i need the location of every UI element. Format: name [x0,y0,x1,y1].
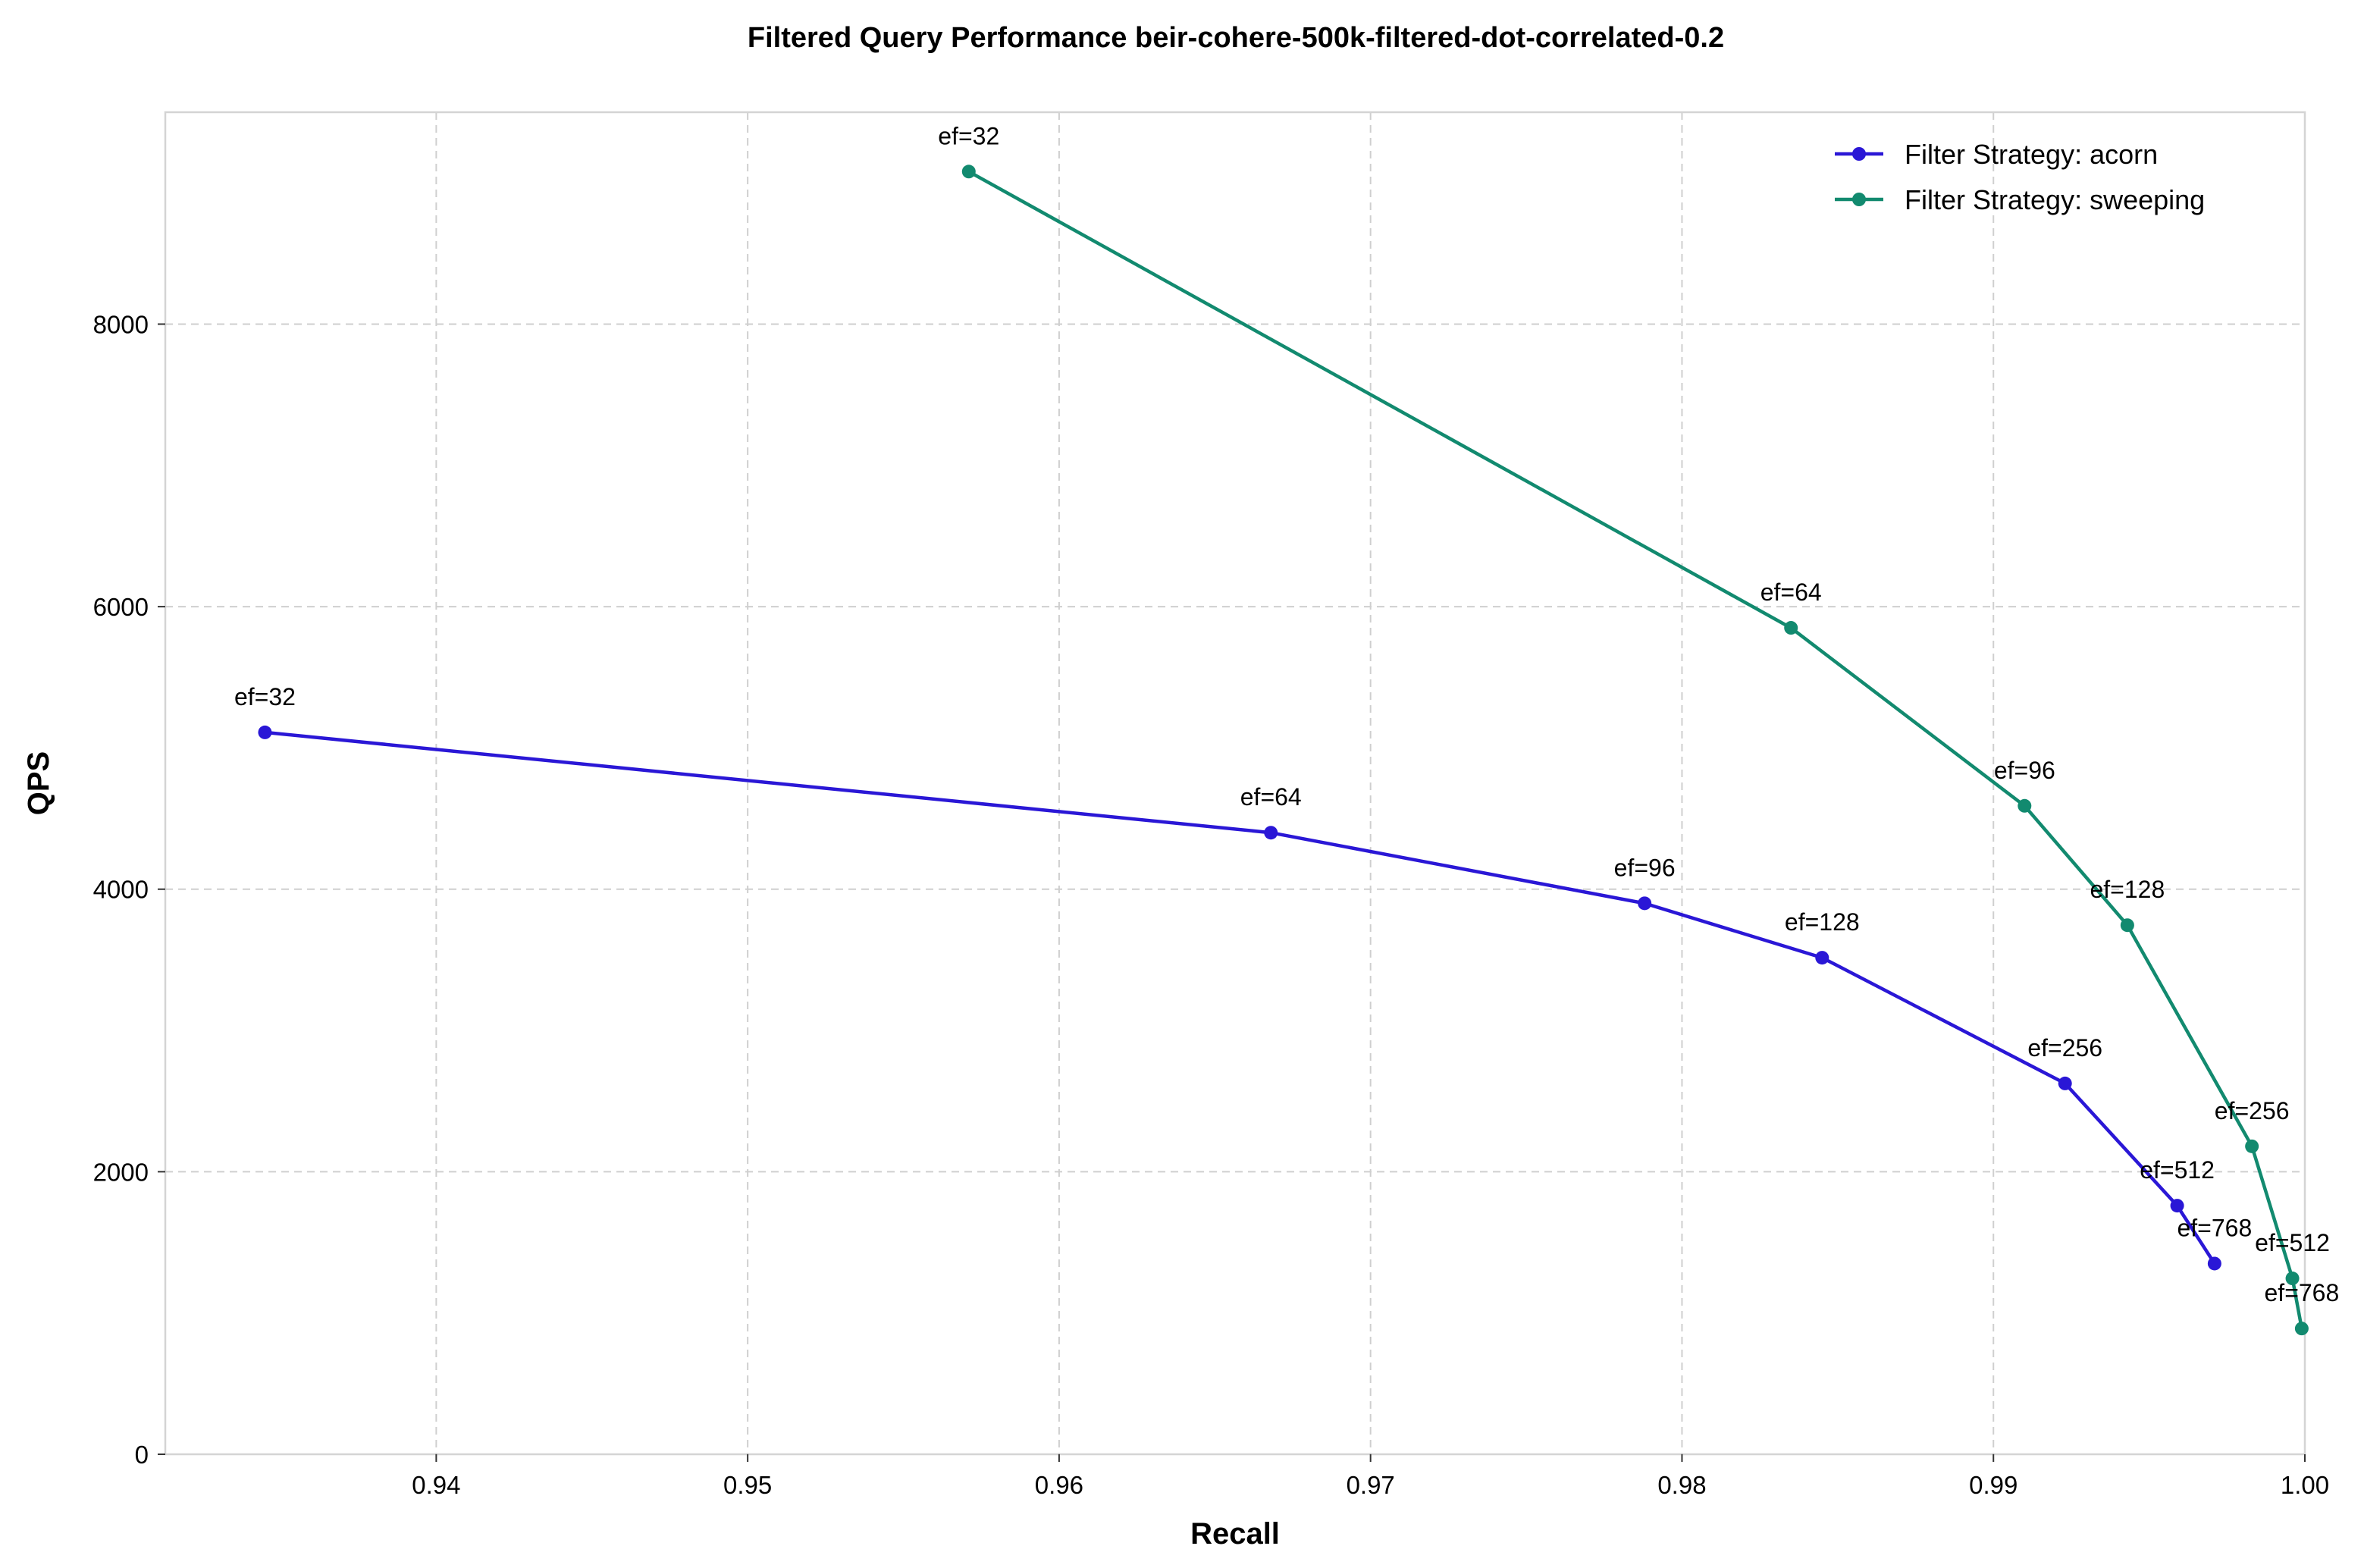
y-tick-label: 4000 [93,876,149,904]
data-point [2245,1139,2259,1153]
data-point [2120,918,2134,933]
ticks: 0.94 0.95 0.96 0.97 0.98 0.99 1.00 0 2000 4000 600… [93,310,2330,1499]
data-point [2207,1256,2221,1271]
point-label: ef=32 [234,683,296,710]
point-label: ef=128 [2090,876,2165,903]
legend: Filter Strategy: acorn Filter Strategy: s… [1835,139,2205,215]
data-point [2170,1199,2184,1213]
data-point [1784,621,1798,635]
point-label: ef=32 [938,122,999,149]
x-tick-label: 0.98 [1657,1471,1706,1499]
point-label: ef=512 [2255,1229,2330,1256]
legend-marker [1852,147,1866,161]
x-tick-label: 0.96 [1035,1471,1083,1499]
x-tick-label: 0.99 [1969,1471,2018,1499]
legend-label: Filter Strategy: sweeping [1905,184,2205,215]
chart-title: Filtered Query Performance beir-cohere-5… [748,22,1724,54]
series-group: ef=32 ef=64 ef=96 ef=128 ef=256 ef=512 ef=768 [234,683,2252,1271]
x-tick-label: 0.94 [412,1471,460,1499]
data-point [2294,1322,2309,1336]
data-point [2058,1076,2072,1090]
point-label: ef=512 [2140,1156,2215,1184]
point-label: ef=256 [2027,1034,2102,1062]
series-layer: ef=32ef=64ef=96ef=128ef=256ef=512ef=768e… [234,122,2340,1336]
point-label: ef=128 [1785,908,1860,936]
point-label: ef=768 [2177,1214,2252,1241]
x-tick-label: 0.95 [723,1471,772,1499]
y-tick-label: 6000 [93,593,149,621]
x-tick-label: 1.00 [2281,1471,2329,1499]
point-label: ef=96 [1614,854,1676,881]
plot-frame [164,111,2306,1456]
point-label: ef=96 [1994,757,2055,784]
point-label: ef=64 [1240,783,1302,811]
data-point [258,725,272,739]
legend-marker [1852,193,1866,206]
data-point [1815,951,1829,965]
data-point [1638,896,1652,911]
data-point [2018,798,2032,813]
x-tick-label: 0.97 [1347,1471,1395,1499]
x-axis-label: Recall [1190,1517,1280,1551]
point-label: ef=768 [2265,1279,2340,1306]
data-point [1264,826,1278,840]
y-axis-label: QPS [22,751,55,815]
legend-label: Filter Strategy: acorn [1905,139,2158,170]
y-tick-label: 8000 [93,310,149,338]
point-label: ef=256 [2215,1097,2290,1124]
data-point [961,165,976,179]
y-tick-label: 0 [135,1441,149,1469]
y-tick-label: 2000 [93,1158,149,1186]
data-point [2285,1272,2300,1286]
point-label: ef=64 [1760,579,1822,606]
